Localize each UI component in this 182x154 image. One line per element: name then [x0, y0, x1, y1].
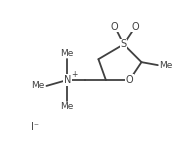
Text: Me: Me — [61, 102, 74, 111]
Text: O: O — [132, 22, 139, 32]
Text: O: O — [126, 75, 133, 85]
Text: Me: Me — [61, 49, 74, 58]
Text: Me: Me — [32, 81, 45, 90]
Text: S: S — [121, 39, 127, 49]
Text: +: + — [71, 70, 77, 79]
Text: Me: Me — [159, 61, 173, 70]
Text: I⁻: I⁻ — [31, 122, 39, 132]
Text: O: O — [111, 22, 118, 32]
Text: N: N — [64, 75, 71, 85]
